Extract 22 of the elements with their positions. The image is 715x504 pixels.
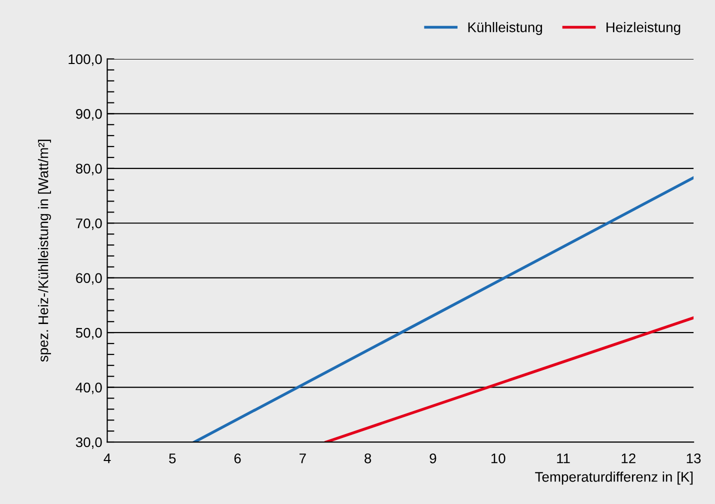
- x-tick-label: 6: [234, 453, 241, 464]
- y-tick-label: 70,0: [76, 218, 102, 230]
- x-tick-label: 9: [430, 453, 436, 464]
- legend-label: Heizleistung: [606, 22, 680, 35]
- y-tick-label: 40,0: [76, 382, 102, 394]
- y-tick-label: 80,0: [76, 164, 102, 176]
- y-tick-label: 30,0: [76, 437, 102, 449]
- x-tick-label: 5: [169, 454, 176, 464]
- x-axis-title: Temperaturdifferenz in [K]: [535, 472, 693, 485]
- x-tick-label: 11: [557, 454, 570, 464]
- y-tick-label: 100,0: [68, 54, 102, 66]
- x-tick-label: 8: [364, 453, 372, 464]
- y-tick-label: 50,0: [76, 328, 102, 340]
- y-axis-title: spez. Heiz-/Kühlleistung in [Watt/m²]: [38, 140, 51, 362]
- x-tick-label: 4: [104, 454, 111, 464]
- x-tick-label: 10: [491, 453, 506, 464]
- y-tick-label: 90,0: [76, 109, 102, 120]
- x-tick-label: 12: [622, 453, 636, 464]
- x-tick-label: 7: [300, 454, 306, 464]
- x-tick-label: 13: [686, 453, 701, 464]
- y-tick-label: 60,0: [76, 273, 102, 285]
- legend-label: Kühlleistung: [468, 22, 542, 35]
